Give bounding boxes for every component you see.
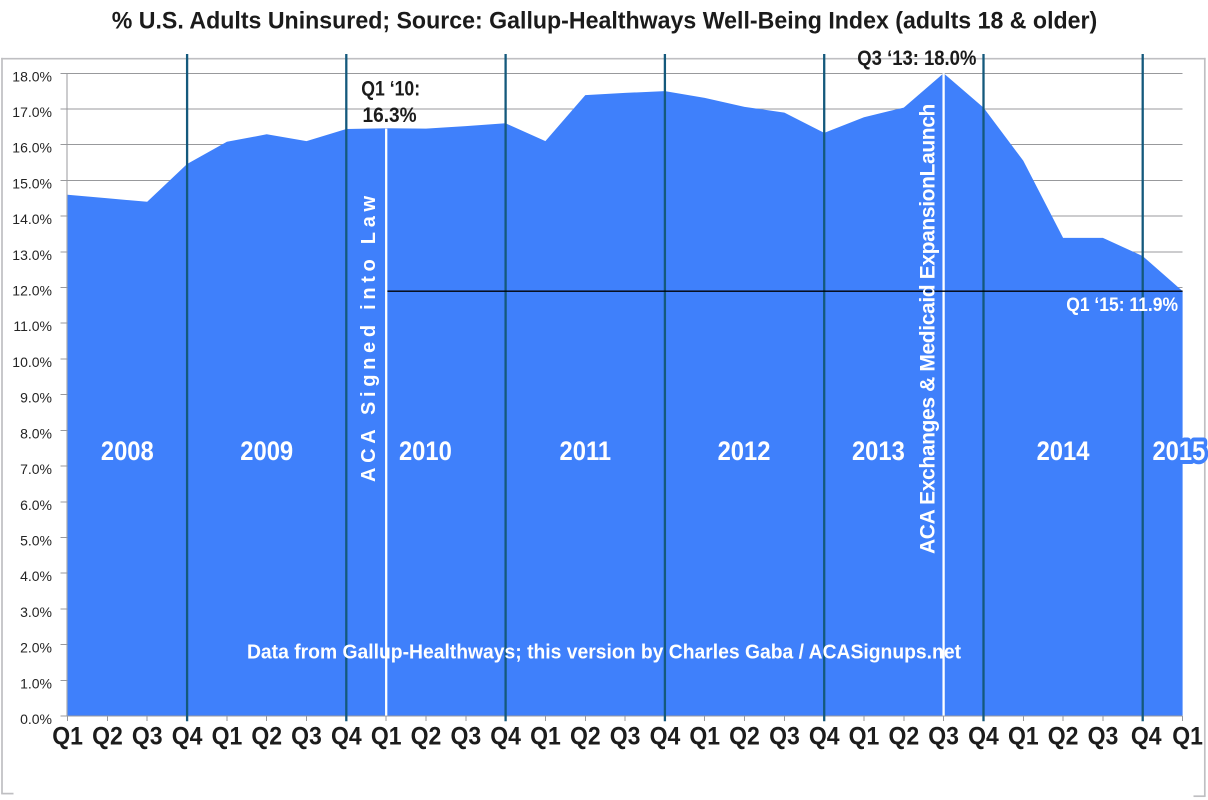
svg-text:16.0%: 16.0% [12, 140, 52, 156]
svg-text:Q2: Q2 [251, 722, 282, 750]
svg-text:2010: 2010 [399, 437, 452, 467]
svg-text:Q1: Q1 [689, 722, 720, 750]
svg-text:Q4: Q4 [172, 722, 203, 750]
svg-text:Q4: Q4 [490, 722, 521, 750]
svg-text:Data from Gallup-Healthways; t: Data from Gallup-Healthways; this versio… [247, 641, 961, 663]
svg-text:Q1: Q1 [1172, 722, 1203, 750]
svg-text:2015: 2015 [1152, 437, 1205, 467]
svg-text:Q1: Q1 [52, 722, 83, 750]
svg-text:Q1: Q1 [849, 722, 880, 750]
svg-text:14.0%: 14.0% [12, 211, 52, 227]
svg-text:6.0%: 6.0% [20, 497, 52, 513]
svg-text:15.0%: 15.0% [12, 175, 52, 191]
svg-text:18.0%: 18.0% [12, 68, 52, 84]
svg-text:9.0%: 9.0% [20, 390, 52, 406]
svg-text:2013: 2013 [852, 437, 905, 467]
svg-text:1.0%: 1.0% [20, 675, 52, 691]
svg-text:8.0%: 8.0% [20, 425, 52, 441]
svg-text:0.0%: 0.0% [20, 711, 52, 727]
svg-text:ACA Exchanges & Medicaid Expan: ACA Exchanges & Medicaid ExpansionLaunch [917, 104, 940, 554]
svg-text:2011: 2011 [560, 437, 612, 467]
svg-text:5.0%: 5.0% [20, 533, 52, 549]
svg-text:16.3%: 16.3% [363, 104, 417, 127]
svg-text:ACA Signed into Law: ACA Signed into Law [358, 191, 380, 482]
svg-text:Q3: Q3 [291, 722, 322, 750]
svg-text:3.0%: 3.0% [20, 604, 52, 620]
svg-text:Q2: Q2 [411, 722, 442, 750]
svg-text:Q2: Q2 [1048, 722, 1079, 750]
svg-text:Q4: Q4 [650, 722, 681, 750]
svg-text:% U.S. Adults Uninsured; Sourc: % U.S. Adults Uninsured; Source: Gallup-… [112, 7, 1098, 33]
svg-text:Q3: Q3 [1088, 722, 1119, 750]
svg-text:2014: 2014 [1037, 437, 1090, 467]
svg-text:Q3: Q3 [132, 722, 163, 750]
svg-text:13.0%: 13.0% [12, 247, 52, 263]
svg-text:12.0%: 12.0% [12, 283, 52, 299]
svg-text:2009: 2009 [240, 437, 293, 467]
svg-text:Q3: Q3 [610, 722, 641, 750]
svg-text:Q2: Q2 [92, 722, 123, 750]
svg-text:Q1 ‘15: 11.9%: Q1 ‘15: 11.9% [1066, 293, 1178, 315]
svg-text:Q3: Q3 [769, 722, 800, 750]
svg-text:Q1 ‘10:: Q1 ‘10: [361, 77, 420, 101]
svg-text:Q4: Q4 [968, 722, 999, 750]
svg-text:Q4: Q4 [331, 722, 362, 750]
svg-text:Q3 ‘13: 18.0%: Q3 ‘13: 18.0% [857, 47, 976, 70]
svg-text:7.0%: 7.0% [20, 461, 52, 477]
svg-text:2.0%: 2.0% [20, 640, 52, 656]
svg-text:Q4: Q4 [809, 722, 840, 750]
svg-text:10.0%: 10.0% [12, 354, 52, 370]
svg-text:Q2: Q2 [729, 722, 760, 750]
svg-text:17.0%: 17.0% [12, 104, 52, 120]
svg-text:Q3: Q3 [450, 722, 481, 750]
svg-text:Q1: Q1 [212, 722, 243, 750]
svg-text:Q1: Q1 [1008, 722, 1039, 750]
svg-text:4.0%: 4.0% [20, 568, 52, 584]
svg-text:Q3: Q3 [928, 722, 959, 750]
svg-text:Q1: Q1 [371, 722, 402, 750]
svg-text:Q2: Q2 [888, 722, 919, 750]
svg-text:Q1: Q1 [530, 722, 561, 750]
svg-text:Q4: Q4 [1131, 722, 1162, 750]
svg-text:Q2: Q2 [570, 722, 601, 750]
svg-text:11.0%: 11.0% [13, 318, 52, 334]
svg-text:2008: 2008 [101, 437, 154, 467]
svg-text:2012: 2012 [718, 437, 771, 467]
